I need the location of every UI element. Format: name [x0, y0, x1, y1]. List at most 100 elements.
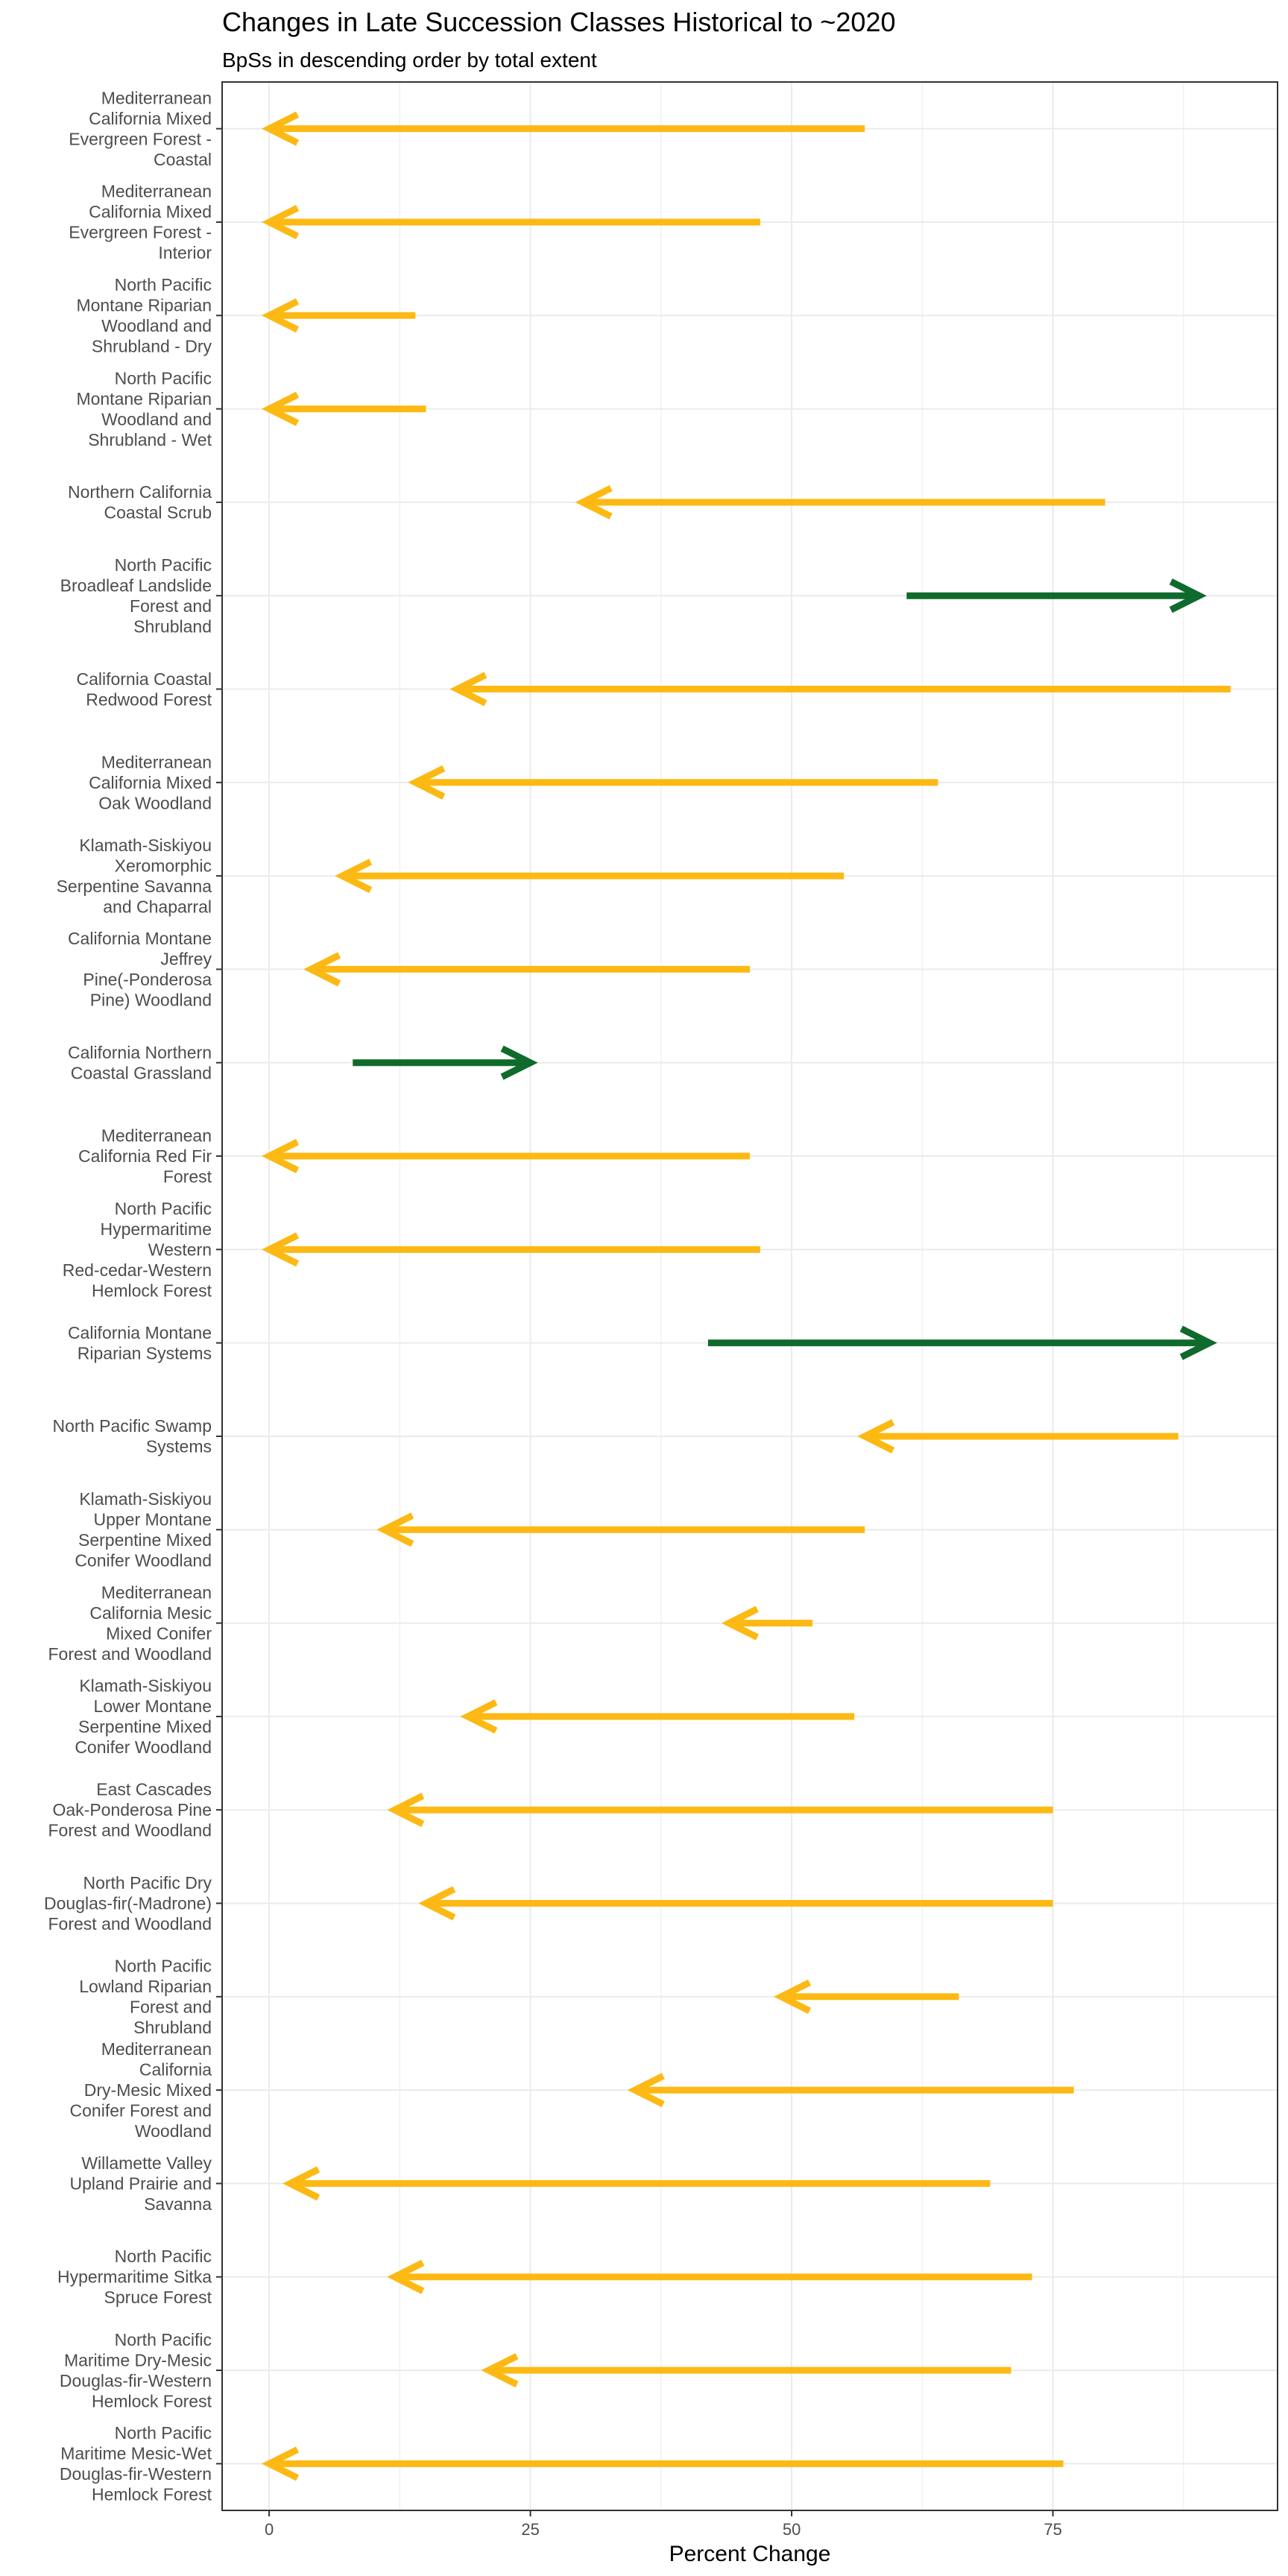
y-tick-label: North Pacific Montane Riparian Woodland an…	[76, 275, 212, 356]
y-tick-label-line: Forest and Woodland	[48, 1644, 212, 1664]
y-tick-label-line: Broadleaf Landslide	[60, 575, 212, 595]
y-tick-label-line: Hypermaritime	[100, 1219, 212, 1239]
y-tick-label: Klamath-Siskiyou Upper Montane Serpentine …	[75, 1489, 212, 1570]
y-tick-label-line: Hemlock Forest	[92, 2391, 212, 2411]
arrow-head	[262, 391, 300, 426]
arrow-head	[408, 765, 446, 800]
y-tick-label-line: Coastal	[154, 150, 212, 169]
y-tick-label-line: Coastal Scrub	[104, 503, 212, 523]
y-tick-label-line: Conifer Woodland	[75, 1551, 212, 1570]
arrow-head	[303, 952, 341, 987]
y-tick-label-line: Hypermaritime Sitka	[57, 2267, 212, 2287]
y-tick-label-line: North Pacific	[115, 2247, 212, 2266]
y-tick-label-line: California Montane	[68, 1323, 212, 1342]
arrow-head	[262, 204, 300, 239]
y-tick-label-line: Coastal Grassland	[71, 1063, 212, 1082]
y-tick-label-line: Oak Woodland	[98, 793, 212, 812]
y-tick-label: Mediterranean California Mesic Mixed Conif…	[48, 1582, 212, 1664]
y-tick-label-line: North Pacific	[115, 275, 212, 294]
y-tick-label-line: California Northern	[68, 1043, 212, 1062]
y-tick-label-line: Oak-Ponderosa Pine	[52, 1800, 212, 1819]
arrow-head	[1169, 578, 1207, 613]
chart-subtitle: BpSs in descending order by total extent	[222, 48, 597, 72]
y-tick-label-line: California Montane	[68, 929, 212, 948]
y-tick-label: North Pacific Lowland Riparian Forest and S…	[79, 1957, 212, 2038]
y-tick-label-line: California Mixed	[89, 773, 212, 792]
y-tick-label: North Pacific Swamp Systems	[53, 1416, 212, 1456]
y-tick-label-line: Western	[148, 1240, 212, 1259]
x-tick-label: 25	[521, 2520, 539, 2539]
y-tick-label-line: Maritime Mesic-Wet	[60, 2444, 212, 2463]
plot-panel-border	[221, 81, 1278, 2511]
y-tick-label-line: Riparian Systems	[78, 1343, 212, 1363]
y-tick-label: North Pacific Montane Riparian Woodland an…	[76, 368, 212, 449]
y-tick-label-line: Mediterranean	[101, 1126, 212, 1146]
y-tick-label-line: Mixed Conifer	[106, 1623, 212, 1643]
y-tick-label-line: North Pacific	[115, 1957, 212, 1976]
y-tick-label-line: Douglas-fir-Western	[60, 2464, 212, 2484]
y-tick-label: Northern California Coastal Scrub	[68, 482, 212, 523]
y-tick-label-line: Evergreen Forest -	[69, 223, 212, 242]
x-tick-label: 50	[783, 2520, 801, 2539]
y-tick-label-line: Hemlock Forest	[92, 2485, 212, 2504]
y-tick-label-line: Conifer Forest and	[70, 2101, 212, 2121]
y-tick-label-line: Redwood Forest	[86, 689, 212, 709]
y-tick-label-line: Woodland and	[101, 409, 212, 429]
y-tick-label-line: California Mesic	[89, 1603, 212, 1623]
y-tick-label-line: Lowland Riparian	[79, 1977, 212, 1996]
y-tick-label: North Pacific Maritime Mesic-Wet Douglas-f…	[60, 2423, 212, 2504]
arrow-head	[449, 672, 487, 707]
y-tick-label: Klamath-Siskiyou Xeromorphic Serpentine Sa…	[57, 836, 212, 917]
y-tick-label-line: Red-cedar-Western	[63, 1260, 212, 1280]
y-tick-label: North Pacific Hypermaritime Sitka Spruce F…	[57, 2247, 212, 2307]
y-tick-label-line: North Pacific	[115, 1199, 212, 1218]
y-tick-label-line: Montane Riparian	[76, 389, 212, 408]
arrow-head	[335, 859, 373, 894]
y-tick-label: East Cascades Oak-Ponderosa Pine Forest an…	[48, 1780, 212, 1840]
y-tick-label-line: Northern California	[68, 482, 212, 502]
arrow-head	[376, 1512, 414, 1547]
y-tick-label-line: Upland Prairie and	[69, 2174, 212, 2193]
y-tick-label-line: North Pacific Swamp	[53, 1416, 212, 1436]
arrow-head	[387, 2259, 425, 2294]
y-tick-label-line: Shrubland	[133, 616, 212, 636]
y-tick-label: Willamette Valley Upland Prairie and Savan…	[69, 2153, 212, 2214]
y-tick-label-line: Montane Riparian	[76, 296, 212, 315]
arrow-head	[500, 1045, 538, 1080]
arrow-head	[282, 2166, 321, 2201]
y-tick-label-line: Klamath-Siskiyou	[79, 1676, 212, 1696]
y-tick-label-line: Shrubland - Wet	[88, 430, 212, 449]
y-tick-label: California Northern Coastal Grassland	[68, 1043, 212, 1083]
y-tick-label: North Pacific Dry Douglas-fir(-Madrone) Fo…	[44, 1873, 212, 1933]
y-tick-label-line: California	[139, 2060, 212, 2080]
y-tick-label-line: North Pacific	[115, 368, 212, 388]
arrow-head	[387, 1793, 425, 1828]
y-tick-label-line: Mediterranean	[101, 182, 212, 201]
y-tick-label-line: Xeromorphic	[115, 856, 212, 875]
arrow-head	[773, 1979, 812, 2014]
x-tick-label: 0	[265, 2520, 274, 2539]
y-tick-label-line: and Chaparral	[103, 897, 212, 916]
y-tick-label-line: Serpentine Mixed	[78, 1717, 212, 1737]
y-tick-label-line: East Cascades	[96, 1780, 212, 1799]
axes: Mediterranean California Mixed Evergreen F…	[44, 88, 1062, 2539]
arrow-head	[460, 1699, 498, 1734]
y-tick-label-line: Forest and	[130, 1998, 212, 2017]
x-tick-label: 75	[1044, 2520, 1061, 2539]
y-tick-label-line: Hemlock Forest	[92, 1281, 212, 1300]
y-tick-label: North Pacific Maritime Dry-Mesic Douglas-f…	[60, 2330, 212, 2411]
y-tick-label-line: Interior	[158, 243, 212, 262]
y-tick-label-line: Maritime Dry-Mesic	[64, 2350, 212, 2370]
x-axis-title: Percent Change	[669, 2542, 831, 2566]
chart-title: Changes in Late Succession Classes Histo…	[222, 7, 896, 37]
arrow-head	[262, 298, 300, 333]
y-tick-label-line: North Pacific Dry	[83, 1873, 212, 1892]
arrow-head	[418, 1886, 456, 1921]
y-tick-label: North Pacific Broadleaf Landslide Forest a…	[60, 555, 212, 637]
y-tick-label-line: Savanna	[144, 2194, 212, 2214]
y-tick-label: Klamath-Siskiyou Lower Montane Serpentine …	[75, 1676, 212, 1758]
y-tick-label-line: Upper Montane	[93, 1510, 212, 1530]
y-tick-label-line: Klamath-Siskiyou	[79, 836, 212, 855]
